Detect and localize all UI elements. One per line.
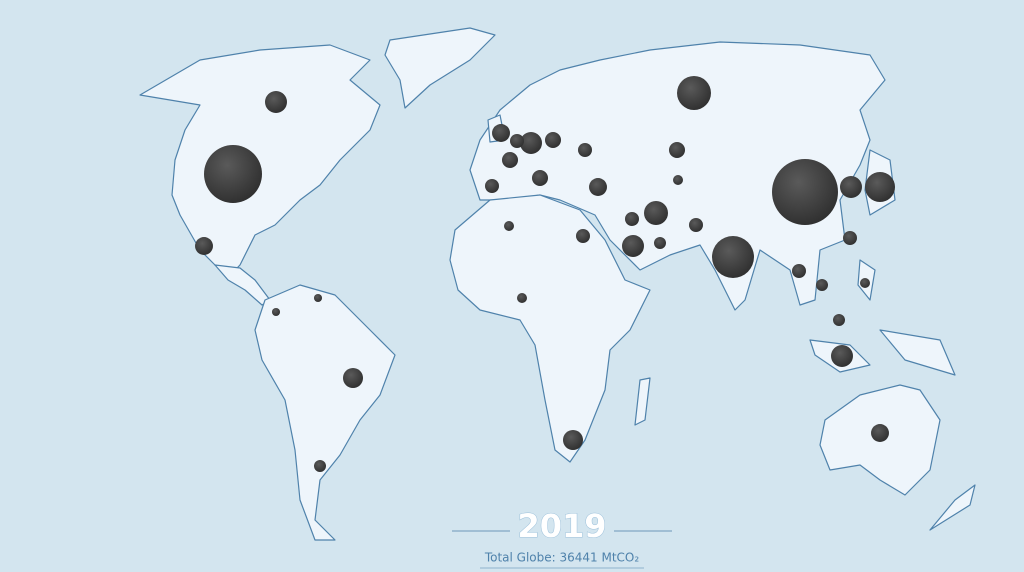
emission-bubble[interactable] (772, 159, 838, 225)
emission-bubble[interactable] (672, 174, 684, 186)
emission-bubble[interactable] (501, 151, 519, 169)
bubbles (195, 76, 896, 472)
greenland (384, 27, 496, 109)
madagascar (634, 377, 651, 426)
north-america (139, 44, 381, 276)
emission-bubble[interactable] (562, 429, 584, 451)
emission-bubble[interactable] (624, 211, 640, 227)
emission-bubble[interactable] (654, 237, 666, 249)
emission-bubble[interactable] (688, 217, 704, 233)
emission-bubble[interactable] (342, 367, 364, 389)
emission-bubble[interactable] (677, 76, 711, 110)
emission-bubble[interactable] (859, 277, 871, 289)
emission-bubble[interactable] (314, 460, 326, 472)
total-label: Total Globe: 36441 MtCO₂ (484, 551, 640, 565)
emission-bubble[interactable] (195, 237, 213, 255)
emission-bubble[interactable] (313, 293, 323, 303)
emission-bubble[interactable] (509, 133, 525, 149)
emission-bubble[interactable] (842, 230, 858, 246)
emission-bubble[interactable] (575, 228, 591, 244)
south-america (254, 284, 396, 541)
emission-bubble[interactable] (711, 235, 755, 279)
emission-bubble[interactable] (668, 141, 686, 159)
emission-bubble[interactable] (816, 279, 828, 291)
emission-bubble[interactable] (833, 314, 845, 326)
emission-bubble[interactable] (271, 307, 281, 317)
emission-bubble[interactable] (840, 176, 862, 198)
emission-bubble[interactable] (265, 91, 287, 113)
emission-bubble[interactable] (492, 124, 510, 142)
emission-bubble[interactable] (577, 142, 593, 158)
year: 2019 (517, 507, 606, 545)
emission-bubble[interactable] (622, 235, 644, 257)
emission-bubble[interactable] (544, 131, 562, 149)
emission-bubble[interactable] (531, 169, 549, 187)
emission-bubble[interactable] (484, 178, 500, 194)
new-zealand (929, 484, 976, 531)
emission-bubble[interactable] (791, 263, 807, 279)
emission-bubble[interactable] (520, 132, 542, 154)
emission-bubble[interactable] (516, 292, 528, 304)
emission-bubble[interactable] (831, 345, 853, 367)
africa (449, 194, 651, 463)
emission-bubble[interactable] (503, 220, 515, 232)
emission-bubble[interactable] (864, 171, 896, 203)
emission-bubble[interactable] (871, 424, 889, 442)
emission-bubble[interactable] (204, 145, 262, 203)
emission-bubble[interactable] (644, 201, 668, 225)
emission-bubble[interactable] (589, 178, 607, 196)
